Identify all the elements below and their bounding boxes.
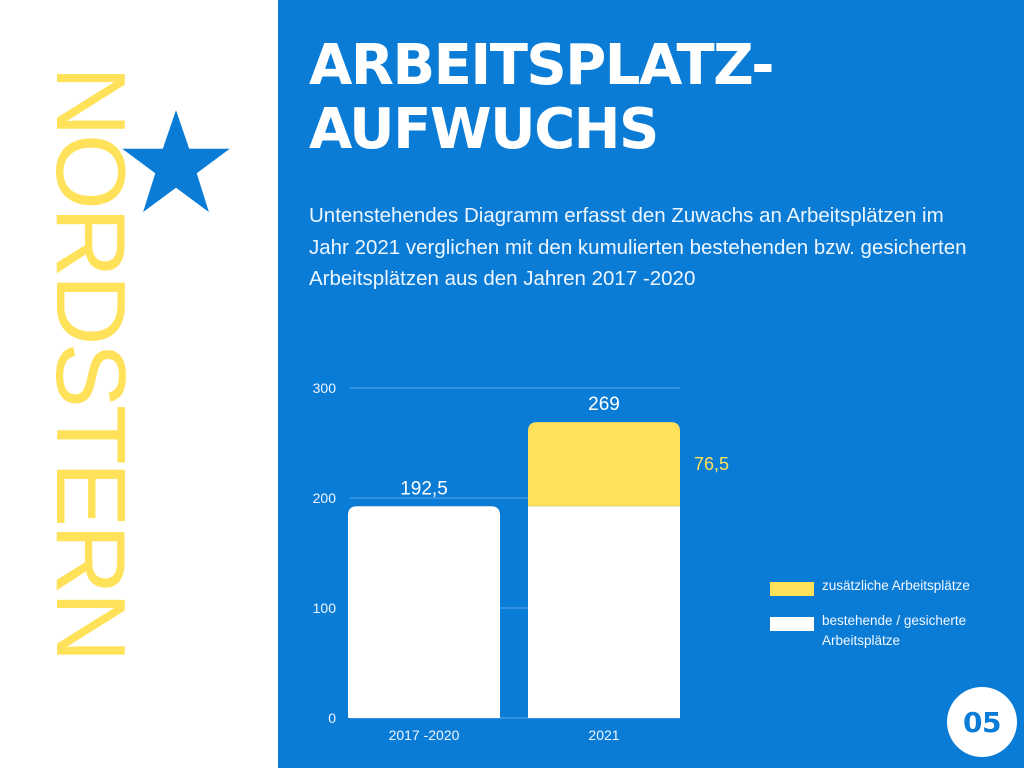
x-tick-label-1: 2021 xyxy=(588,727,619,743)
brand-name: NORDSTERN xyxy=(36,66,146,660)
y-tick-label-0: 0 xyxy=(328,710,336,726)
legend-label-bestehende: bestehende / gesicherte Arbeitsplätze xyxy=(822,613,967,648)
legend-item-bestehende: bestehende / gesicherte Arbeitsplätze xyxy=(770,611,992,651)
legend-label-zusaetzliche: zusätzliche Arbeitsplätze xyxy=(822,578,970,593)
legend-swatch-bestehende xyxy=(770,617,814,631)
brand-sidebar: NORDSTERN xyxy=(0,0,278,768)
bar-2021-zusaetzliche xyxy=(528,422,680,507)
star-icon xyxy=(122,110,230,213)
total-label-0: 192,5 xyxy=(400,478,448,499)
legend-item-zusaetzliche: zusätzliche Arbeitsplätze xyxy=(770,576,992,596)
slide-description: Untenstehendes Diagramm erfasst den Zuwa… xyxy=(309,204,967,290)
y-tick-label-100: 100 xyxy=(313,600,337,616)
page-number-badge: 05 xyxy=(947,687,1017,757)
stacked-bar-chart: 0 100 200 300 192,5 2017 -2020 269 2021 76,5 xyxy=(313,380,729,743)
bar-2021-bestehende xyxy=(528,506,680,718)
segment-label-0: 76,5 xyxy=(694,454,729,474)
bar-2017-2020-bestehende xyxy=(348,506,500,718)
slide-title-line-1: ARBEITSPLATZ- xyxy=(309,33,775,98)
y-tick-label-300: 300 xyxy=(313,380,337,396)
y-tick-label-200: 200 xyxy=(313,490,337,506)
slide-title-line-2: AUFWUCHS xyxy=(309,97,659,162)
slide-title: ARBEITSPLATZ- AUFWUCHS xyxy=(309,33,775,162)
star-shape xyxy=(122,110,230,213)
x-tick-label-0: 2017 -2020 xyxy=(389,727,460,743)
total-label-1: 269 xyxy=(588,394,620,415)
legend-swatch-zusaetzliche xyxy=(770,582,814,596)
